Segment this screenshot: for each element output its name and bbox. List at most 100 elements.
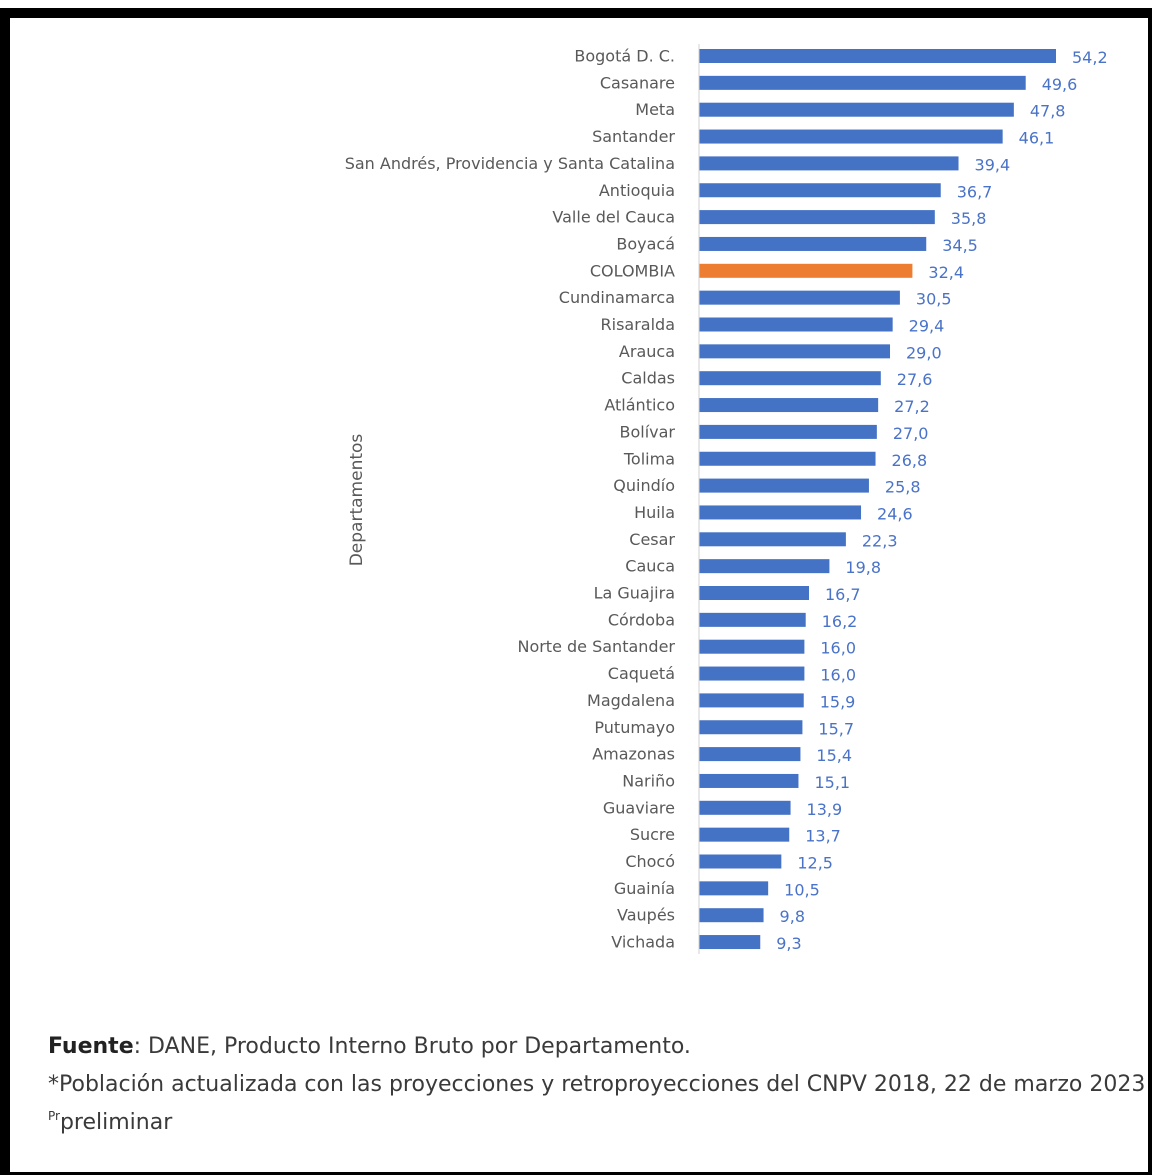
bar <box>699 344 891 359</box>
category-label: Huila <box>634 503 675 522</box>
bar-value-label: 27,2 <box>894 397 930 416</box>
bar <box>699 371 881 386</box>
bar-value-label: 26,8 <box>892 451 928 470</box>
source-text: : DANE, Producto Interno Bruto por Depar… <box>133 1034 691 1059</box>
bar-value-label: 16,2 <box>822 612 858 631</box>
bar-value-label: 24,6 <box>877 504 913 523</box>
bar <box>699 586 809 600</box>
bar-value-label: 29,0 <box>906 343 942 362</box>
bar <box>699 827 790 842</box>
category-label: Cesar <box>629 530 675 549</box>
bar <box>699 129 1003 144</box>
category-label: San Andrés, Providencia y Santa Catalina <box>345 154 675 173</box>
bar-value-label: 15,4 <box>816 746 852 765</box>
source-label: Fuente <box>48 1034 134 1059</box>
bar <box>699 720 803 735</box>
bar <box>699 908 764 923</box>
bar-value-label: 29,4 <box>909 317 945 336</box>
category-label: Vichada <box>611 933 675 952</box>
bar <box>699 236 927 251</box>
bar-value-label: 32,4 <box>928 263 964 282</box>
bar <box>699 317 893 332</box>
bar-value-label: 16,0 <box>820 666 856 685</box>
source-line: Fuente: DANE, Producto Interno Bruto por… <box>48 1028 1145 1066</box>
category-label: Nariño <box>622 771 675 790</box>
bar-value-label: 46,1 <box>1019 129 1055 148</box>
bar <box>699 773 799 788</box>
bar <box>699 881 769 896</box>
bar <box>699 75 1026 90</box>
category-label: Santander <box>592 127 675 146</box>
bar <box>699 451 876 466</box>
category-label: Caquetá <box>608 664 675 683</box>
bar-value-label: 34,5 <box>942 236 978 255</box>
bar-chart: Departamentos Bogotá D. C. 54,2 Casanare 49,… <box>345 44 1108 955</box>
bar-value-label: 15,1 <box>814 773 850 792</box>
category-label: Guainía <box>614 879 675 898</box>
bar-value-label: 15,7 <box>818 719 854 738</box>
bar-value-label: 16,7 <box>825 585 861 604</box>
bar <box>699 854 782 869</box>
bar <box>699 183 941 198</box>
category-label: Chocó <box>625 852 675 871</box>
bar-value-label: 10,5 <box>784 880 820 899</box>
bar <box>699 290 900 305</box>
preliminary-note: Prpreliminar <box>48 1104 1145 1142</box>
bar-highlight <box>699 263 913 278</box>
bar-value-label: 9,8 <box>780 907 805 926</box>
category-label: Antioquia <box>599 181 675 200</box>
bar-value-label: 27,0 <box>893 424 929 443</box>
category-label: Quindío <box>613 476 675 495</box>
category-label: Córdoba <box>608 610 675 629</box>
population-note: *Población actualizada con las proyeccio… <box>48 1072 1146 1097</box>
bar <box>699 102 1014 117</box>
category-label: La Guajira <box>594 584 675 603</box>
bar <box>699 747 801 762</box>
bar <box>699 612 806 627</box>
category-label: Guaviare <box>603 798 675 817</box>
chart-footer: Fuente: DANE, Producto Interno Bruto por… <box>48 1028 1145 1142</box>
bar-value-label: 39,4 <box>975 155 1011 174</box>
category-label: Magdalena <box>587 691 675 710</box>
bar-value-label: 13,7 <box>805 827 841 846</box>
category-label: Sucre <box>630 825 675 844</box>
bar-value-label: 35,8 <box>951 209 987 228</box>
bar-value-label: 36,7 <box>957 182 993 201</box>
bar-value-label: 15,9 <box>820 692 856 711</box>
category-label: Casanare <box>600 73 675 92</box>
bar-value-label: 16,0 <box>820 639 856 658</box>
bar <box>699 505 862 520</box>
category-label: Cauca <box>625 557 675 576</box>
bar-value-label: 47,8 <box>1030 102 1066 121</box>
bar <box>699 156 959 171</box>
preliminary-superscript: Pr <box>48 1109 60 1123</box>
figure-frame <box>0 8 1152 1175</box>
category-label: COLOMBIA <box>590 261 675 280</box>
category-label: Bogotá D. C. <box>574 47 675 66</box>
bar <box>699 398 879 413</box>
category-label: Risaralda <box>601 315 676 334</box>
category-label: Norte de Santander <box>517 637 675 656</box>
category-label: Amazonas <box>592 745 675 764</box>
category-label: Cundinamarca <box>559 288 675 307</box>
category-label: Vaupés <box>617 906 675 925</box>
y-axis-title: Departamentos <box>347 434 367 567</box>
bar-value-label: 9,3 <box>776 934 801 953</box>
category-label: Meta <box>635 100 675 119</box>
category-label: Tolima <box>623 449 675 468</box>
category-label: Boyacá <box>616 234 675 253</box>
bar-value-label: 19,8 <box>845 558 881 577</box>
bar-value-label: 49,6 <box>1042 75 1078 94</box>
bar <box>699 800 791 815</box>
bar-value-label: 30,5 <box>916 290 952 309</box>
bar-value-label: 13,9 <box>807 800 843 819</box>
bar <box>699 532 846 547</box>
bar <box>699 49 1056 63</box>
category-label: Valle del Cauca <box>552 208 675 227</box>
bar <box>699 666 805 681</box>
category-label: Arauca <box>619 342 675 361</box>
category-label: Putumayo <box>594 718 675 737</box>
bar-value-label: 12,5 <box>797 854 833 873</box>
bar-value-label: 54,2 <box>1072 48 1108 67</box>
category-label: Atlántico <box>604 396 675 415</box>
